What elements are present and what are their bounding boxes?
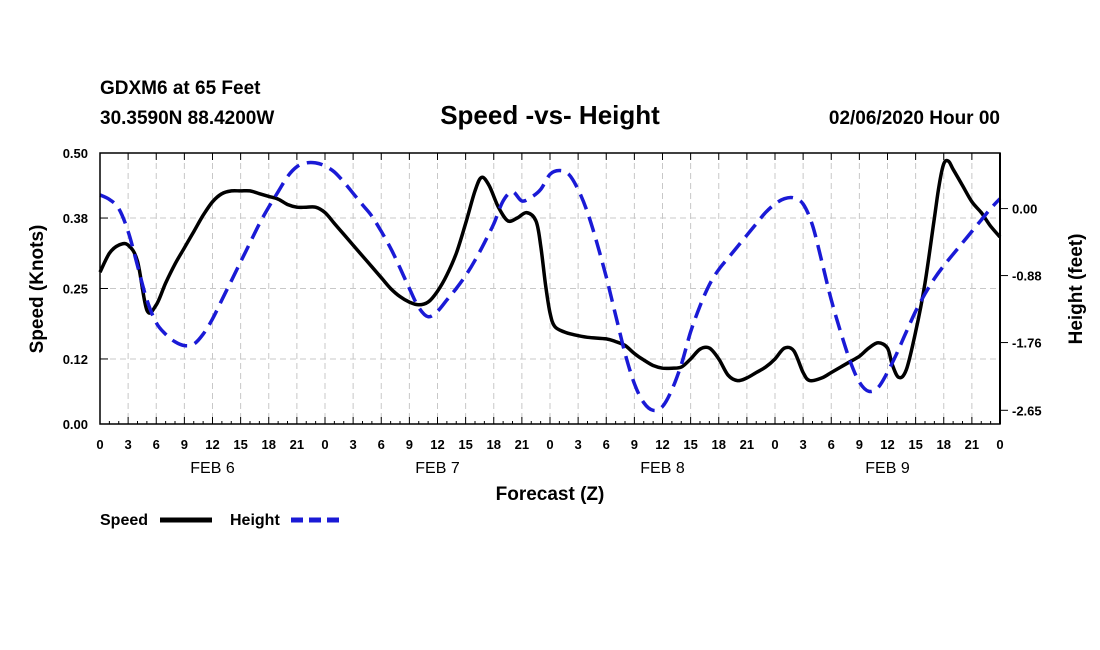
x-tick-label: 21 <box>515 437 529 452</box>
x-tick-label: 15 <box>908 437 922 452</box>
y-tick-label: 0.25 <box>63 282 88 297</box>
y2-tick-label: 0.00 <box>1012 202 1037 217</box>
x-tick-label: 21 <box>965 437 979 452</box>
day-label: FEB 9 <box>865 460 910 477</box>
x-tick-label: 21 <box>290 437 304 452</box>
speed-series-line <box>98 158 1002 383</box>
x-tick-label: 9 <box>181 437 188 452</box>
y-tick-label: 0.50 <box>63 146 88 161</box>
x-axis-title: Forecast (Z) <box>496 484 605 505</box>
station-label: GDXM6 at 65 Feet <box>100 78 261 99</box>
location-label: 30.3590N 88.4200W <box>100 108 274 129</box>
x-tick-label: 9 <box>406 437 413 452</box>
datetime-label: 02/06/2020 Hour 00 <box>829 108 1000 129</box>
y2-axis-title: Height (feet) <box>1066 234 1087 345</box>
x-tick-label: 18 <box>937 437 951 452</box>
chart-title: Speed -vs- Height <box>440 100 660 130</box>
x-tick-label: 12 <box>430 437 444 452</box>
x-tick-label: 18 <box>712 437 726 452</box>
x-tick-label: 21 <box>740 437 754 452</box>
x-tick-label: 6 <box>378 437 385 452</box>
y-tick-label: 0.12 <box>63 352 88 367</box>
x-tick-label: 6 <box>153 437 160 452</box>
x-tick-label: 12 <box>205 437 219 452</box>
x-tick-label: 0 <box>546 437 553 452</box>
x-tick-label: 3 <box>125 437 132 452</box>
x-tick-label: 3 <box>575 437 582 452</box>
x-tick-label: 6 <box>603 437 610 452</box>
day-label: FEB 7 <box>415 460 460 477</box>
x-tick-label: 18 <box>262 437 276 452</box>
x-tick-label: 0 <box>996 437 1003 452</box>
x-tick-label: 12 <box>655 437 669 452</box>
x-tick-label: 18 <box>487 437 501 452</box>
x-tick-label: 9 <box>631 437 638 452</box>
day-labels: FEB 6 FEB 7 FEB 8 FEB 9 <box>190 460 910 477</box>
x-tick-label: 3 <box>350 437 357 452</box>
x-tick-label: 3 <box>800 437 807 452</box>
y-tick-label: 0.00 <box>63 417 88 432</box>
series-lines <box>98 158 1002 413</box>
x-tick-label: 0 <box>96 437 103 452</box>
y2-tick-label: -2.65 <box>1012 403 1042 418</box>
y-axis-right: 0.00 -0.88 -1.76 -2.65 <box>1000 202 1042 418</box>
legend: Speed Height <box>100 512 343 529</box>
day-label: FEB 6 <box>190 460 235 477</box>
x-tick-label: 15 <box>233 437 247 452</box>
x-tick-label: 6 <box>828 437 835 452</box>
y-tick-label: 0.38 <box>63 211 88 226</box>
x-tick-label: 12 <box>880 437 894 452</box>
x-axis: 0 3 6 9 12 15 18 21 0 3 6 9 12 15 18 21 0 3 6 9 12 15 18 21 0 3 6 9… <box>96 153 1004 452</box>
x-tick-label: 15 <box>458 437 472 452</box>
x-tick-label: 15 <box>683 437 697 452</box>
height-series-line <box>99 160 1002 413</box>
grid-lines <box>100 153 1000 424</box>
x-tick-label: 0 <box>771 437 778 452</box>
legend-speed-label: Speed <box>100 512 148 529</box>
y-axis-left: 0.00 0.12 0.25 0.38 0.50 <box>63 146 108 432</box>
y2-tick-label: -0.88 <box>1012 269 1042 284</box>
x-tick-label: 9 <box>856 437 863 452</box>
x-tick-label: 0 <box>321 437 328 452</box>
y2-tick-label: -1.76 <box>1012 336 1042 351</box>
day-label: FEB 8 <box>640 460 685 477</box>
legend-height-label: Height <box>230 512 280 529</box>
y-axis-title: Speed (Knots) <box>27 225 48 354</box>
